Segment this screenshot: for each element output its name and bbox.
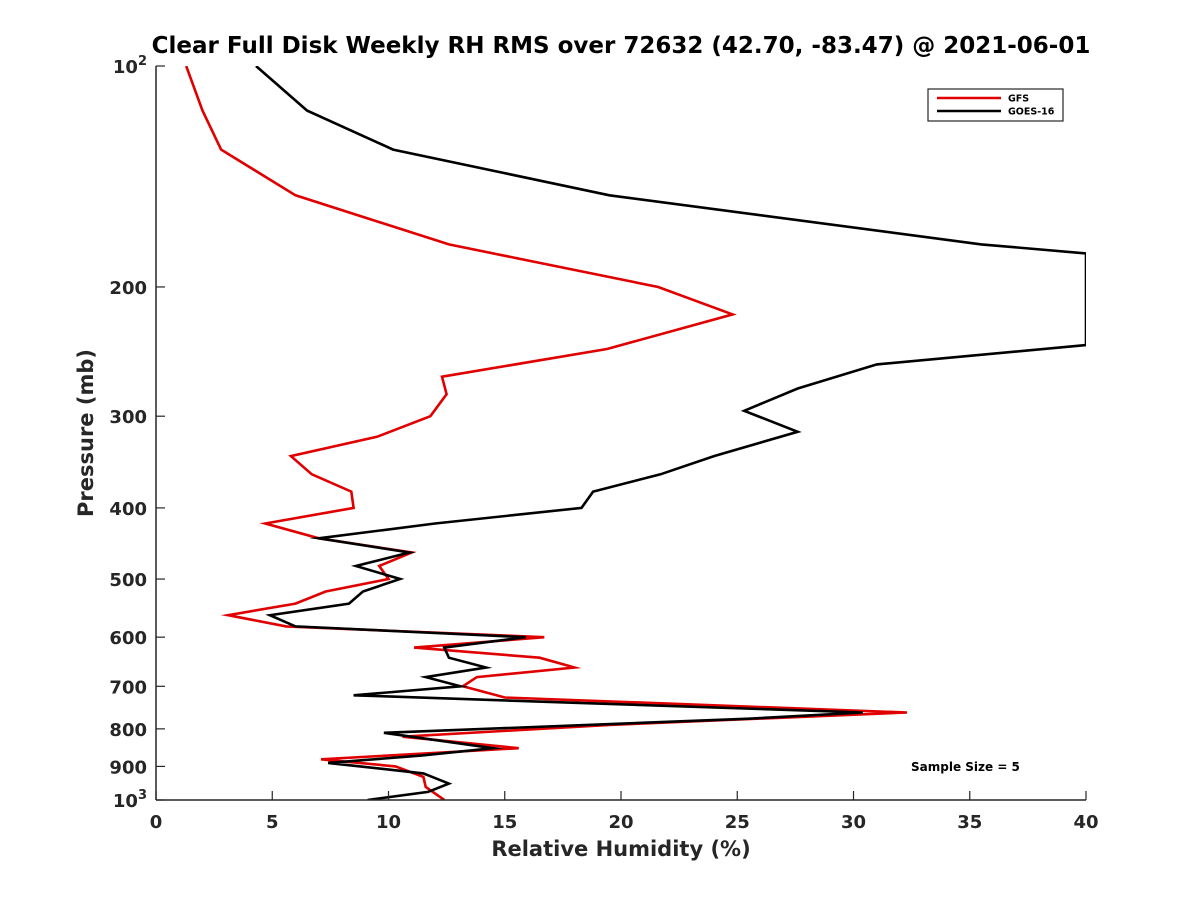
y-tick-label: 200 <box>109 278 147 299</box>
y-tick-label: 400 <box>109 499 147 520</box>
sample-size-annotation: Sample Size = 5 <box>911 760 1020 774</box>
x-tick-label: 10 <box>376 812 401 833</box>
legend-label-gfs: GFS <box>1008 94 1029 105</box>
x-tick-label: 5 <box>266 812 279 833</box>
y-tick-label: 102 <box>113 54 147 78</box>
y-axis-ticks: 102 200 300 400 500 600 700 800 900 103 <box>109 54 165 812</box>
legend-label-goes16: GOES-16 <box>1008 107 1055 118</box>
chart-title: Clear Full Disk Weekly RH RMS over 72632… <box>152 33 1091 59</box>
x-tick-label: 40 <box>1073 812 1098 833</box>
series-lines <box>184 66 1086 800</box>
y-axis-label: Pressure (mb) <box>74 349 98 517</box>
x-tick-label: 35 <box>957 812 982 833</box>
y-tick-label: 103 <box>113 788 147 812</box>
y-tick-label: 700 <box>109 677 147 698</box>
x-axis-label: Relative Humidity (%) <box>491 837 750 861</box>
x-tick-label: 15 <box>492 812 517 833</box>
series-line-gfs <box>184 66 908 800</box>
legend-box <box>927 88 1064 122</box>
y-tick-label: 600 <box>109 628 147 649</box>
y-tick-label: 800 <box>109 720 147 741</box>
plot-area <box>184 66 1086 800</box>
x-tick-label: 25 <box>725 812 750 833</box>
x-axis-ticks: 0 5 10 15 20 25 30 35 40 <box>150 791 1099 833</box>
series-line-goes16 <box>255 66 1086 800</box>
legend: GFS GOES-16 <box>927 88 1064 122</box>
x-tick-label: 20 <box>608 812 633 833</box>
x-tick-label: 30 <box>841 812 866 833</box>
y-tick-label: 500 <box>109 570 147 591</box>
x-tick-label: 0 <box>150 812 163 833</box>
y-tick-label: 900 <box>109 757 147 778</box>
y-tick-label: 300 <box>109 407 147 428</box>
